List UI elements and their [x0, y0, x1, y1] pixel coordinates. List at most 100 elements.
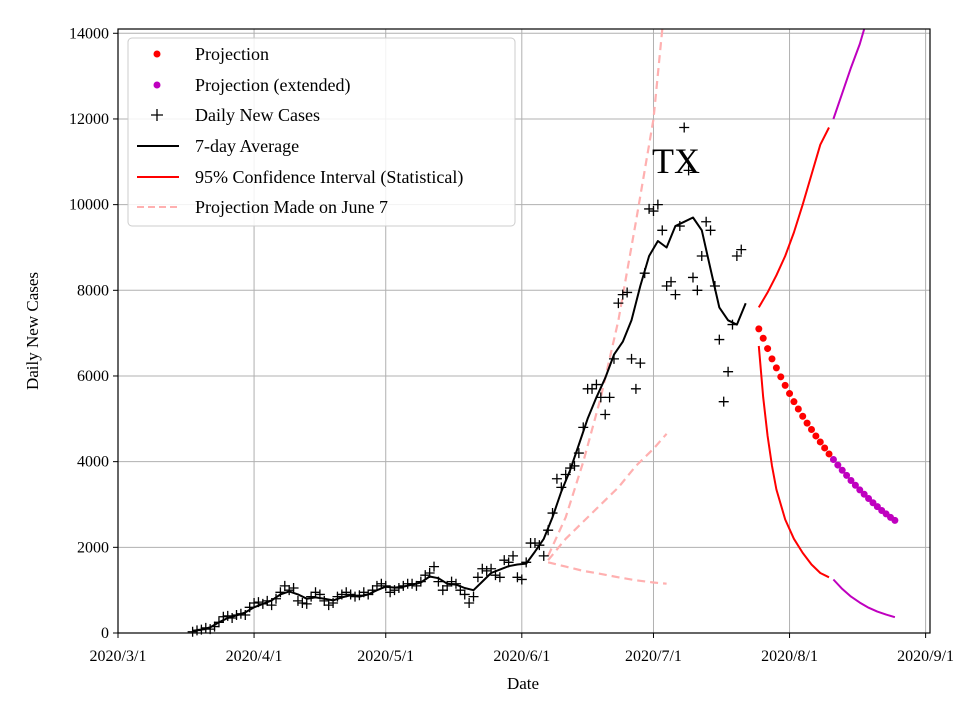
daily-case-marker: [424, 568, 435, 579]
daily-case-marker: [679, 122, 690, 133]
projection-extended-point: [860, 490, 868, 498]
daily-case-marker: [551, 473, 562, 484]
projection-point: [803, 419, 811, 427]
daily-case-marker: [714, 334, 725, 345]
daily-case-marker: [613, 298, 624, 309]
daily-case-marker: [446, 576, 457, 587]
daily-case-marker: [486, 563, 497, 574]
daily-case-marker: [187, 626, 198, 637]
daily-case-marker: [600, 409, 611, 420]
projection-point: [781, 381, 789, 389]
legend: Projection Projection (extended) Daily N…: [127, 37, 516, 227]
daily-case-marker: [358, 587, 369, 598]
projection-extended-point: [847, 477, 855, 485]
daily-case-marker: [490, 570, 501, 581]
daily-case-marker: [736, 244, 747, 255]
daily-case-marker: [450, 578, 461, 589]
daily-case-marker: [319, 595, 330, 606]
x-axis-label: Date: [507, 674, 539, 693]
projection-extended-point: [856, 486, 864, 494]
projection-made-on-june-7-middle-line: [547, 433, 668, 561]
daily-case-marker: [635, 358, 646, 369]
daily-case-marker: [674, 221, 685, 232]
daily-case-marker: [371, 580, 382, 591]
daily-case-marker: [718, 396, 729, 407]
daily-case-marker: [503, 557, 514, 568]
daily-case-marker: [385, 587, 396, 598]
daily-case-marker: [297, 598, 308, 609]
daily-case-marker: [534, 540, 545, 551]
legend-june7-label: Projection Made on June 7: [195, 197, 388, 217]
daily-case-marker: [244, 602, 255, 613]
daily-case-marker: [209, 621, 220, 632]
daily-case-marker: [644, 203, 655, 214]
projection-point: [821, 444, 829, 452]
daily-case-marker: [235, 608, 246, 619]
axes: 2020/3/1 2020/4/1 2020/5/1 2020/6/1 2020/7/1…: [69, 25, 954, 665]
daily-case-marker: [213, 617, 224, 628]
daily-case-marker: [630, 383, 641, 394]
x-tick-label: 2020/4/1: [226, 648, 283, 665]
projection-point: [794, 405, 802, 413]
daily-case-marker: [459, 589, 470, 600]
y-tick-label: 2000: [77, 539, 109, 556]
y-axis-label: Daily New Cases: [23, 272, 42, 390]
y-tick-label: 10000: [69, 197, 109, 214]
daily-case-marker: [731, 251, 742, 262]
y-tick-label: 8000: [77, 282, 109, 299]
legend-average-label: 7-day Average: [195, 136, 299, 156]
daily-case-marker: [433, 576, 444, 587]
daily-case-marker: [429, 561, 440, 572]
daily-case-marker: [499, 555, 510, 566]
daily-case-marker: [398, 580, 409, 591]
daily-case-marker: [481, 565, 492, 576]
95-ci-upper-line: [757, 127, 830, 308]
daily-case-marker: [547, 508, 558, 519]
daily-case-marker: [271, 593, 282, 604]
projection-extended-point: [829, 456, 837, 464]
daily-case-marker: [569, 460, 580, 471]
daily-case-marker: [218, 611, 229, 622]
95-ci-lower-extended-line: [832, 578, 896, 619]
daily-case-marker: [477, 563, 488, 574]
x-tick-label: 2020/9/1: [897, 648, 954, 665]
daily-case-marker: [622, 287, 633, 298]
daily-case-marker: [727, 319, 738, 330]
projection-extended-point: [843, 471, 851, 479]
legend-daily-label: Daily New Cases: [195, 105, 320, 125]
daily-case-marker: [521, 557, 532, 568]
projection-point: [816, 438, 824, 446]
y-tick-label: 14000: [69, 25, 109, 42]
daily-case-marker: [595, 392, 606, 403]
daily-case-marker: [578, 422, 589, 433]
daily-case-marker: [292, 595, 303, 606]
daily-case-marker: [363, 589, 374, 600]
daily-case-marker: [420, 570, 431, 581]
daily-case-marker: [494, 572, 505, 583]
daily-case-marker: [249, 598, 260, 609]
daily-case-marker: [200, 622, 211, 633]
projection-point: [812, 432, 820, 440]
legend-projection-extended-marker: [153, 81, 161, 89]
projection-point: [799, 412, 807, 420]
projection-extended-point: [838, 466, 846, 474]
daily-case-marker: [573, 448, 584, 459]
projection-point: [807, 426, 815, 434]
daily-case-marker: [512, 572, 523, 583]
y-tick-label: 12000: [69, 111, 109, 128]
daily-case-marker: [464, 598, 475, 609]
projection-point: [755, 325, 763, 333]
daily-case-marker: [468, 591, 479, 602]
series-layer: [187, 28, 899, 637]
daily-case-marker: [692, 285, 703, 296]
projection-point: [825, 450, 833, 458]
daily-case-marker: [529, 538, 540, 549]
daily-case-marker: [543, 525, 554, 536]
daily-case-marker: [666, 276, 677, 287]
x-tick-label: 2020/3/1: [90, 648, 147, 665]
daily-case-marker: [538, 550, 549, 561]
daily-case-marker: [657, 225, 668, 236]
x-tick-label: 2020/6/1: [493, 648, 550, 665]
daily-case-marker: [648, 206, 659, 217]
